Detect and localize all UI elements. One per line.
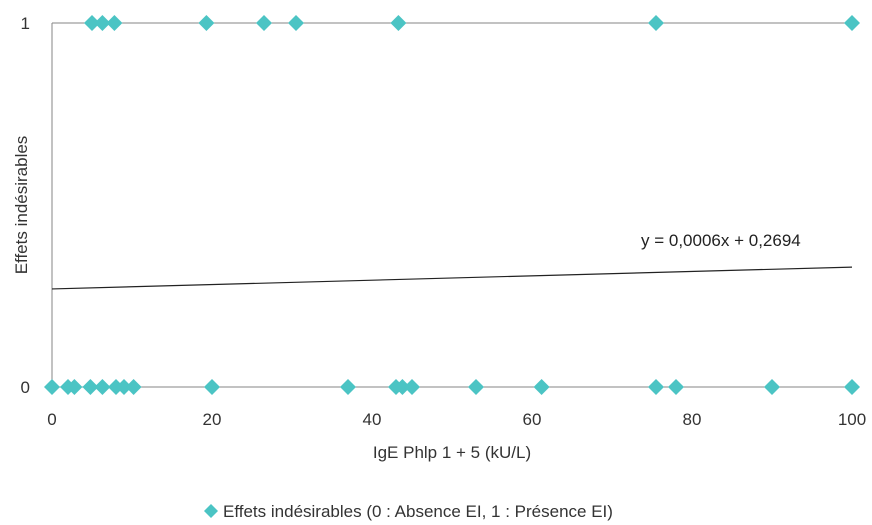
x-tick-label: 20 — [203, 410, 222, 429]
x-tick-label: 40 — [363, 410, 382, 429]
data-point-20 — [94, 15, 111, 31]
x-tick-label: 0 — [47, 410, 56, 429]
data-point-15 — [648, 379, 664, 395]
data-point-27 — [844, 15, 860, 31]
trendline — [51, 266, 853, 290]
x-axis-ticks: 0 20 40 60 80 100 — [47, 410, 866, 429]
data-point-23 — [256, 15, 272, 31]
data-point-14 — [533, 379, 550, 395]
data-point-16 — [668, 379, 684, 395]
legend-marker-diamond-icon — [204, 504, 218, 518]
data-point-2 — [66, 379, 83, 395]
data-point-6 — [116, 379, 132, 395]
legend: Effets indésirables (0 : Absence EI, 1 :… — [204, 502, 613, 521]
data-point-12 — [404, 379, 420, 395]
trendline-equation: y = 0,0006x + 0,2694 — [641, 231, 801, 250]
data-point-24 — [288, 15, 304, 31]
x-tick-label: 80 — [683, 410, 702, 429]
data-point-3 — [82, 379, 99, 395]
data-point-8 — [204, 379, 220, 395]
y-tick-label: 1 — [21, 14, 30, 33]
data-point-13 — [468, 379, 484, 395]
legend-label: Effets indésirables (0 : Absence EI, 1 :… — [223, 502, 613, 521]
y-axis-ticks: 01 — [21, 14, 30, 397]
data-point-25 — [390, 15, 407, 31]
data-point-0 — [44, 379, 60, 395]
data-point-9 — [340, 379, 356, 395]
data-point-18 — [844, 379, 860, 395]
y-axis-title: Effets indésirables — [12, 136, 31, 275]
data-point-22 — [198, 15, 215, 31]
data-point-7 — [125, 379, 142, 395]
data-point-19 — [84, 15, 100, 31]
data-point-21 — [106, 15, 123, 31]
data-point-17 — [764, 379, 780, 395]
data-points — [44, 15, 860, 395]
x-axis-title: IgE Phlp 1 + 5 (kU/L) — [373, 443, 531, 462]
data-point-11 — [394, 379, 411, 395]
gridlines — [52, 22, 852, 388]
x-tick-label: 60 — [523, 410, 542, 429]
x-tick-label: 100 — [838, 410, 866, 429]
y-tick-label: 0 — [21, 378, 30, 397]
data-point-4 — [94, 379, 111, 395]
data-point-26 — [648, 15, 664, 31]
